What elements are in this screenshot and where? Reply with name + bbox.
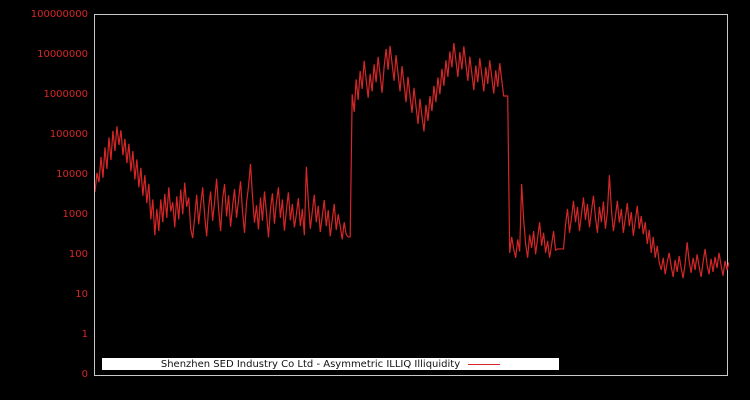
legend-label: Shenzhen SED Industry Co Ltd - Asymmetri… — [160, 358, 461, 370]
plot-area: Shenzhen SED Industry Co Ltd - Asymmetri… — [94, 14, 729, 376]
y-tick-label: 10 — [75, 289, 88, 300]
legend: Shenzhen SED Industry Co Ltd - Asymmetri… — [102, 358, 559, 370]
illiquidity-line — [95, 43, 729, 279]
y-tick-label: 10000 — [56, 169, 88, 180]
legend-line-sample-icon — [468, 363, 501, 365]
y-tick-label: 10000000 — [37, 49, 88, 60]
y-tick-label: 100000 — [49, 129, 88, 140]
y-tick-label: 100000000 — [30, 9, 88, 20]
y-tick-label: 1 — [81, 329, 88, 340]
series-line-canvas — [95, 43, 729, 279]
y-tick-label: 1000000 — [43, 89, 88, 100]
y-tick-label: 100 — [68, 249, 88, 260]
y-tick-label: 0 — [81, 369, 88, 380]
y-tick-label: 1000 — [62, 209, 88, 220]
